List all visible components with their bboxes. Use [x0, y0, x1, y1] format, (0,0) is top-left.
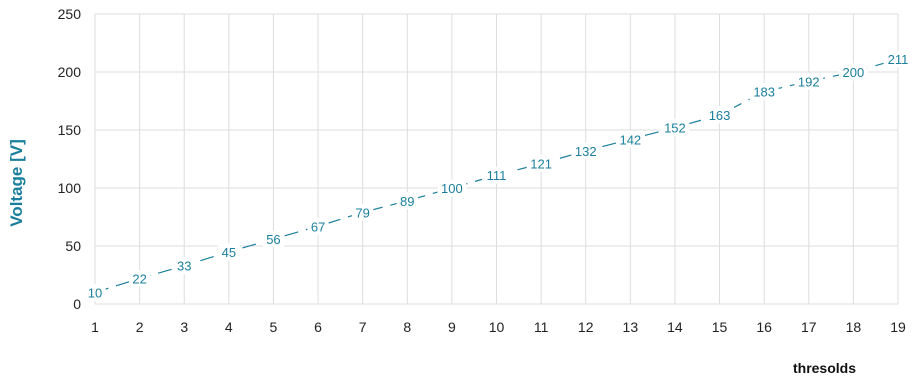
- data-label: 142: [615, 130, 645, 148]
- x-tick-label: 13: [623, 319, 639, 335]
- data-label: 152: [660, 119, 690, 137]
- data-label: 132: [571, 142, 601, 160]
- data-label: 67: [307, 217, 329, 235]
- data-label-bg: [660, 119, 690, 137]
- data-label: 121: [526, 155, 556, 173]
- data-label-text: 211: [888, 52, 909, 67]
- data-label: 192: [794, 72, 824, 90]
- y-tick-label: 100: [58, 180, 82, 196]
- y-axis-ticks: 0 50 100 150 200 250: [58, 6, 82, 312]
- y-tick-label: 50: [65, 238, 81, 254]
- data-label-bg: [482, 166, 511, 184]
- data-label-bg: [615, 130, 645, 148]
- data-label: 100: [437, 179, 467, 197]
- x-tick-label: 17: [801, 319, 817, 335]
- data-label-bg: [129, 269, 151, 287]
- data-label-text: 163: [709, 108, 731, 123]
- data-label-bg: [526, 155, 556, 173]
- data-label: 163: [705, 106, 734, 124]
- data-label-text: 142: [619, 132, 641, 147]
- data-label: 200: [838, 63, 868, 81]
- data-label-text: 33: [177, 259, 191, 274]
- data-label: 45: [218, 243, 240, 261]
- x-tick-label: 12: [578, 319, 594, 335]
- data-label-text: 56: [266, 232, 280, 247]
- x-tick-label: 11: [534, 319, 549, 335]
- data-label: 183: [749, 83, 779, 101]
- data-label-text: 45: [222, 245, 236, 260]
- data-label-bg: [218, 243, 240, 261]
- y-tick-label: 0: [73, 296, 81, 312]
- data-label: 111: [482, 166, 511, 184]
- data-label-text: 111: [487, 168, 507, 183]
- x-tick-label: 4: [225, 319, 233, 335]
- x-axis-ticks: 1 2 3 4 5 6 7 8 9 10 11 12 13 14 15 16 17 18 19: [91, 319, 906, 335]
- data-label: 10: [84, 283, 106, 301]
- x-tick-label: 19: [890, 319, 906, 335]
- x-tick-label: 10: [489, 319, 505, 335]
- x-tick-label: 1: [91, 319, 99, 335]
- data-label-text: 183: [753, 85, 775, 100]
- data-label-bg: [396, 192, 418, 210]
- data-label-text: 121: [530, 157, 552, 172]
- y-tick-label: 200: [58, 64, 82, 80]
- data-label-bg: [173, 257, 195, 275]
- data-label-text: 67: [311, 219, 325, 234]
- data-label-text: 10: [88, 285, 102, 300]
- data-label-bg: [838, 63, 868, 81]
- x-tick-label: 3: [180, 319, 188, 335]
- y-tick-label: 150: [58, 122, 82, 138]
- data-label-bg: [262, 230, 285, 248]
- x-tick-label: 7: [359, 319, 367, 335]
- data-label-text: 200: [843, 65, 865, 80]
- data-label-bg: [352, 203, 374, 221]
- y-tick-label: 250: [58, 6, 82, 22]
- y-axis-title: Voltage [V]: [7, 139, 26, 227]
- data-label-bg: [794, 72, 824, 90]
- data-label-text: 22: [132, 271, 146, 286]
- x-axis-title: thresolds: [793, 360, 856, 376]
- data-label-bg: [883, 50, 913, 68]
- data-label: 89: [396, 192, 418, 210]
- data-label-text: 152: [664, 121, 686, 136]
- x-tick-label: 14: [667, 319, 683, 335]
- x-tick-label: 18: [846, 319, 862, 335]
- x-tick-label: 6: [314, 319, 322, 335]
- x-tick-label: 5: [270, 319, 278, 335]
- data-label: 33: [173, 257, 195, 275]
- data-label-bg: [84, 283, 106, 301]
- data-labels: 10 22 33 45 56 67 79 89 100 111 121 132 142 152 163 183…: [84, 50, 913, 301]
- data-label: 211: [883, 50, 913, 68]
- x-tick-label: 9: [448, 319, 456, 335]
- data-label-text: 79: [355, 205, 369, 220]
- data-label: 56: [262, 230, 285, 248]
- data-label-text: 89: [400, 194, 414, 209]
- x-tick-label: 16: [756, 319, 772, 335]
- data-label-bg: [571, 142, 601, 160]
- x-tick-label: 15: [712, 319, 728, 335]
- data-label: 22: [129, 269, 151, 287]
- chart-grid: [94, 13, 899, 305]
- data-label-text: 100: [441, 181, 463, 196]
- x-tick-label: 2: [136, 319, 144, 335]
- data-label-bg: [749, 83, 779, 101]
- x-tick-label: 8: [403, 319, 411, 335]
- data-label-bg: [437, 179, 467, 197]
- data-label: 79: [352, 203, 374, 221]
- data-label-text: 192: [798, 74, 820, 89]
- data-label-bg: [307, 217, 329, 235]
- data-label-bg: [705, 106, 734, 124]
- data-label-text: 132: [575, 144, 597, 159]
